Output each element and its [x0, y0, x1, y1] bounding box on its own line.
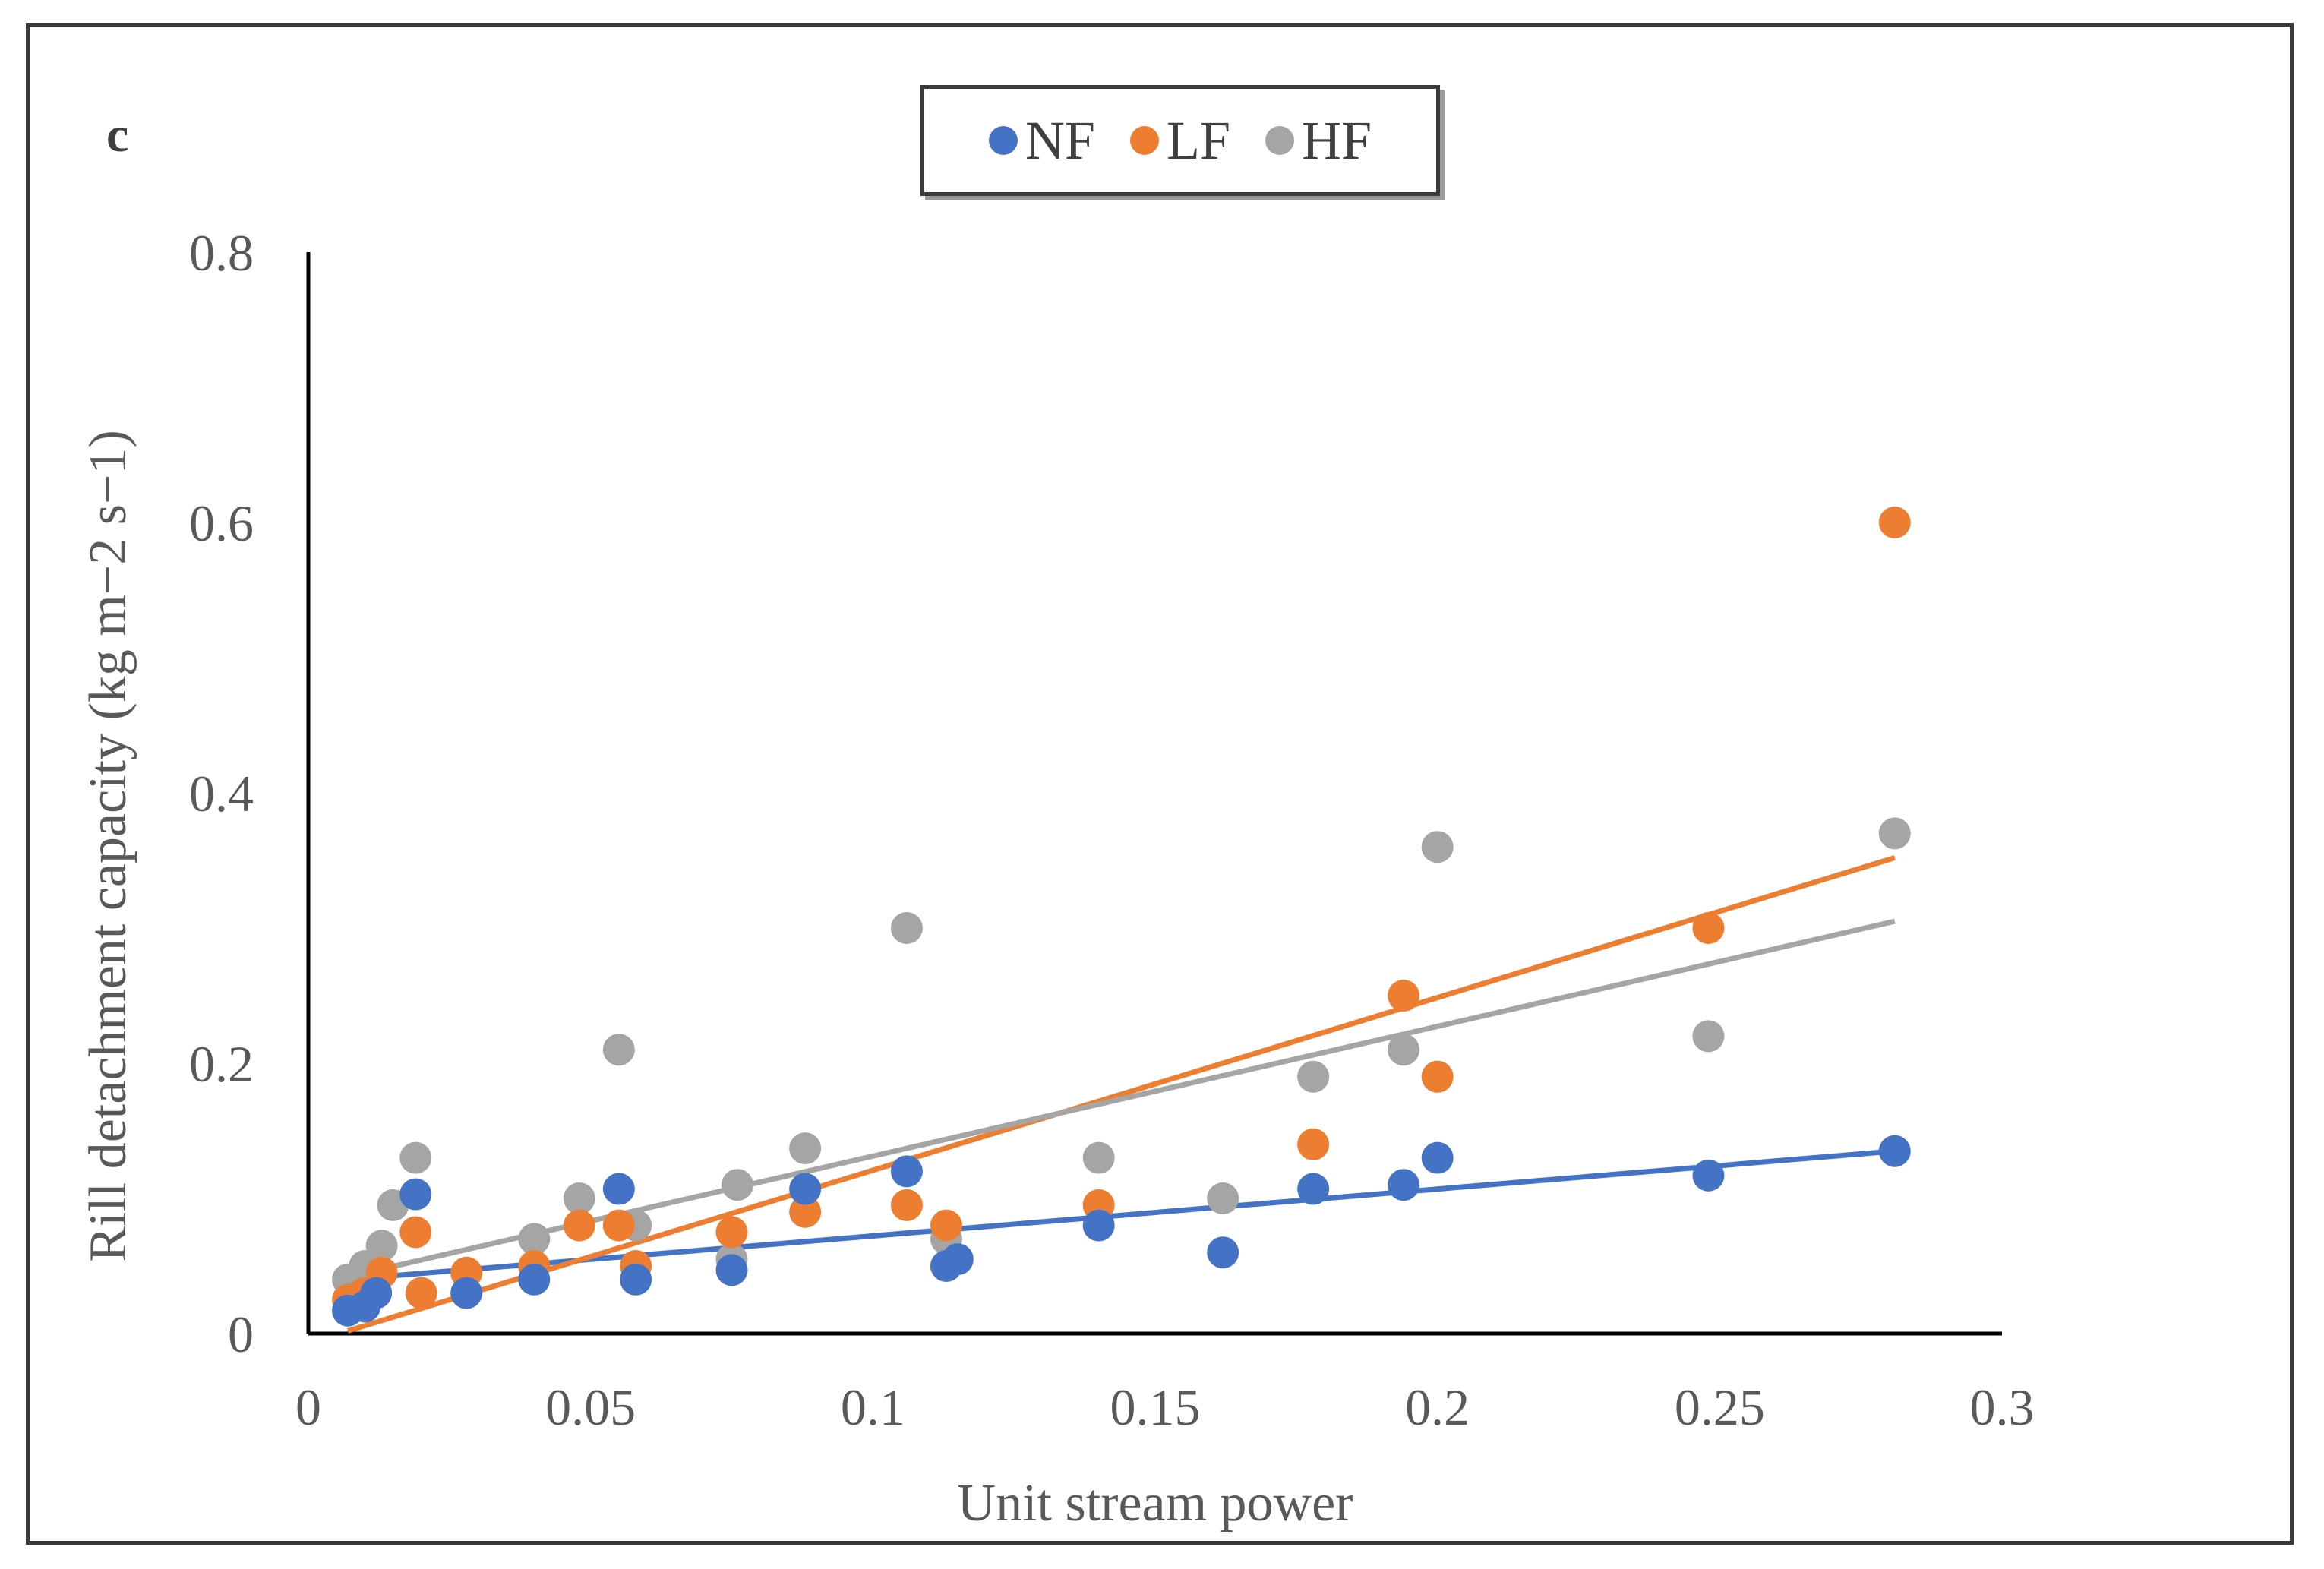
y-tick-label: 0.8 — [189, 224, 254, 282]
point-nf — [518, 1263, 551, 1296]
point-hf — [1692, 1020, 1725, 1053]
point-nf — [620, 1263, 652, 1296]
x-tick-label: 0 — [295, 1378, 321, 1436]
point-hf — [1297, 1060, 1330, 1093]
point-hf — [1082, 1141, 1115, 1174]
point-lf — [563, 1209, 595, 1242]
legend-label-lf: LF — [1166, 109, 1231, 171]
point-nf — [450, 1277, 483, 1309]
point-nf — [1692, 1159, 1725, 1192]
point-nf — [789, 1173, 822, 1205]
legend-label-hf: HF — [1302, 109, 1372, 171]
legend: NF LF HF — [920, 85, 1440, 196]
x-axis-title: Unit stream power — [958, 1474, 1353, 1533]
point-lf — [1388, 980, 1420, 1012]
x-tick-label: 0.1 — [841, 1378, 905, 1436]
legend-item-nf: NF — [988, 109, 1095, 172]
x-tick-label: 0.3 — [1970, 1378, 2035, 1436]
trendline-lf — [347, 855, 1896, 1334]
point-hf — [721, 1169, 753, 1201]
point-lf — [399, 1216, 432, 1249]
y-tick-label: 0.4 — [189, 765, 254, 822]
point-hf — [890, 912, 923, 944]
data-points — [332, 507, 1911, 1327]
x-tick-label: 0.2 — [1405, 1378, 1470, 1436]
point-hf — [789, 1132, 822, 1165]
point-nf — [602, 1173, 635, 1205]
axis-labels: 0 0.05 0.1 0.15 0.2 0.25 0.3 0 0.2 0.4 0.6 0.8 Unit … — [79, 224, 2035, 1533]
panel-label: c — [106, 107, 129, 163]
point-lf — [1421, 1060, 1454, 1093]
point-hf — [1878, 817, 1911, 850]
trendlines — [347, 855, 1896, 1334]
x-tick-label: 0.15 — [1110, 1378, 1201, 1436]
legend-item-lf: LF — [1129, 109, 1231, 172]
point-nf — [1082, 1209, 1115, 1242]
point-nf — [715, 1254, 748, 1286]
y-tick-label: 0.6 — [189, 494, 254, 552]
legend-label-nf: NF — [1025, 109, 1095, 171]
point-hf — [518, 1223, 551, 1255]
point-hf — [1207, 1182, 1239, 1214]
y-axis-title: Rill detachment capacity (kg m−2 s−1) — [79, 430, 137, 1262]
y-tick-label: 0.2 — [189, 1035, 254, 1093]
point-lf — [1878, 507, 1911, 538]
point-hf — [602, 1034, 635, 1066]
x-tick-label: 0.25 — [1675, 1378, 1765, 1436]
point-lf — [405, 1277, 437, 1309]
point-hf — [563, 1182, 595, 1214]
point-lf — [602, 1209, 635, 1242]
legend-marker-hf — [1265, 126, 1295, 155]
point-nf — [941, 1243, 974, 1276]
legend-marker-lf — [1129, 126, 1159, 155]
point-lf — [789, 1195, 822, 1228]
x-tick-label: 0.05 — [545, 1378, 636, 1436]
point-hf — [1421, 831, 1454, 863]
point-nf — [1297, 1173, 1330, 1205]
point-lf — [930, 1209, 962, 1242]
point-nf — [399, 1178, 432, 1211]
point-hf — [365, 1230, 398, 1262]
point-lf — [890, 1189, 923, 1221]
legend-item-hf: HF — [1265, 109, 1372, 172]
point-lf — [1297, 1128, 1330, 1160]
point-hf — [399, 1141, 432, 1174]
y-tick-label: 0 — [228, 1305, 254, 1363]
chart-frame — [26, 23, 2294, 1545]
point-lf — [1692, 912, 1725, 944]
point-nf — [1421, 1141, 1454, 1174]
axes — [306, 252, 2002, 1336]
point-nf — [1878, 1135, 1911, 1167]
point-nf — [890, 1155, 923, 1188]
point-lf — [715, 1216, 748, 1249]
point-nf — [360, 1277, 393, 1309]
point-nf — [1388, 1169, 1420, 1201]
point-hf — [1388, 1034, 1420, 1066]
point-nf — [1207, 1236, 1239, 1269]
trendline-nf — [347, 1148, 1896, 1283]
legend-marker-nf — [988, 126, 1018, 155]
